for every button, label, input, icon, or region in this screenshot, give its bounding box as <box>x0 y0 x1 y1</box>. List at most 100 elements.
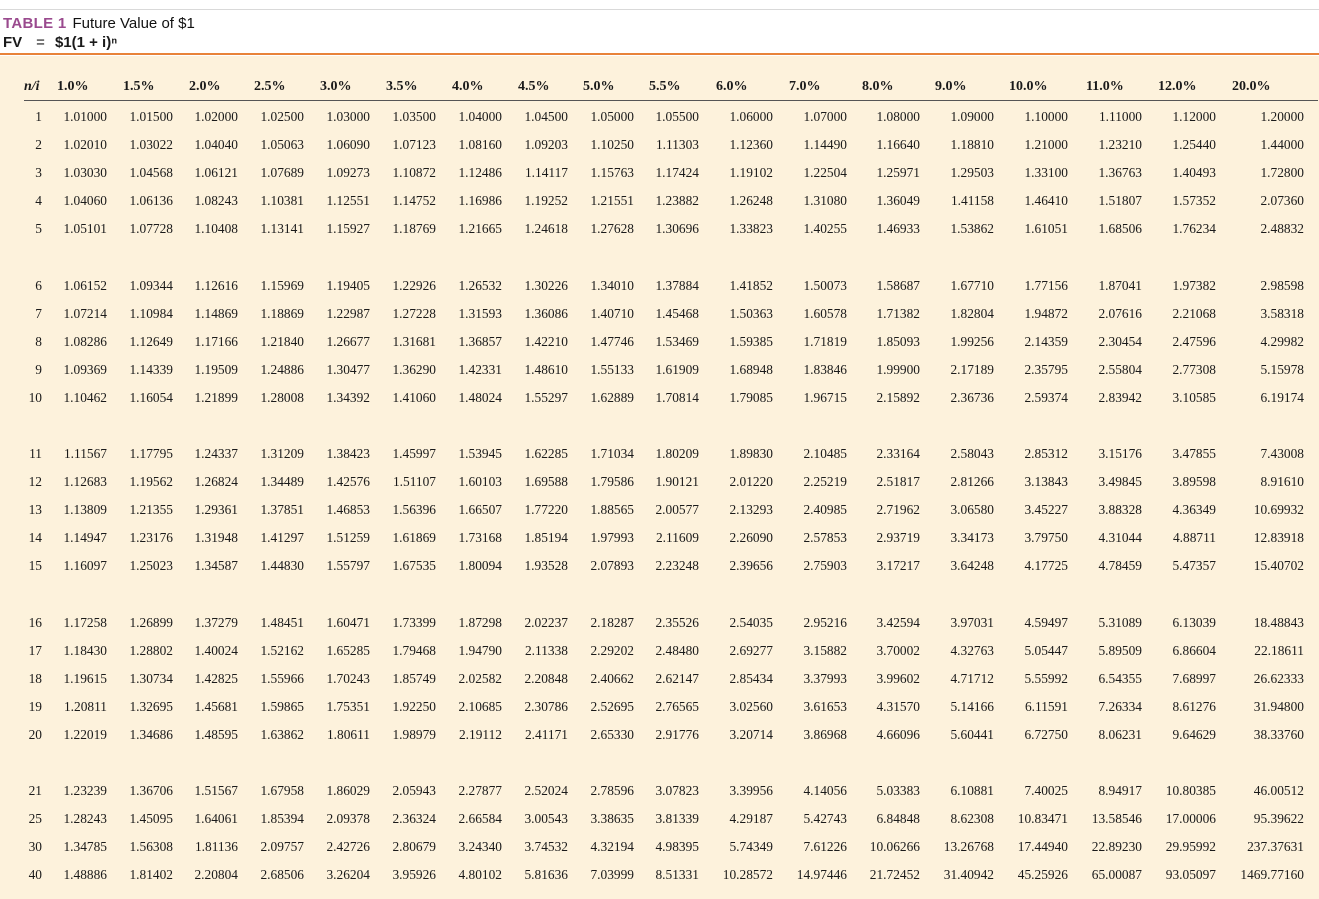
fv-cell: 31.94800 <box>1253 698 1304 714</box>
fv-cell: 46.00512 <box>1253 783 1304 798</box>
fv-cell: 1.09203 <box>524 137 568 153</box>
fv-cell: 1.67535 <box>392 558 436 574</box>
fv-cell: 1.34489 <box>260 474 304 490</box>
fv-cell: 1.58687 <box>876 277 920 293</box>
fv-cell: 1.51107 <box>392 474 436 490</box>
fv-cell: 2.00577 <box>655 502 699 518</box>
fv-cell: 5.60441 <box>950 726 994 742</box>
fv-cell: 2.21068 <box>1172 305 1216 321</box>
fv-cell: 1.65285 <box>326 642 370 658</box>
column-header-rate: 20.0% <box>1232 79 1271 94</box>
table-header: TABLE 1 Future Value of $1 FV = $1(1 + i)ⁿ <box>0 13 1319 53</box>
fv-cell: 1.17166 <box>194 333 238 349</box>
fv-cell: 1.40024 <box>194 642 238 658</box>
fv-cell: 2.18287 <box>590 614 634 630</box>
fv-cell: 2.07893 <box>590 558 634 574</box>
fv-cell: 3.38635 <box>590 811 634 827</box>
fv-cell: 5.05447 <box>1024 642 1068 658</box>
fv-cell: 1.04060 <box>63 193 107 209</box>
fv-cell: 1.41060 <box>392 389 436 405</box>
fv-cell: 1.19102 <box>729 165 773 181</box>
fv-cell: 1.66507 <box>458 502 502 518</box>
fv-cell: 2.39656 <box>729 558 773 574</box>
fv-cell: 1.48024 <box>458 389 502 405</box>
fv-cell: 1.50073 <box>803 277 847 293</box>
fv-cell: 1.03500 <box>392 109 436 124</box>
fv-cell: 237.37631 <box>1247 839 1304 855</box>
fv-cell: 1.41297 <box>260 530 304 546</box>
fv-cell: 1.06121 <box>194 165 238 181</box>
fv-cell: 6.11591 <box>1024 698 1068 714</box>
fv-cell: 1.20811 <box>63 698 107 714</box>
fv-cell: 14.97446 <box>796 867 847 883</box>
fv-cell: 7.61226 <box>803 839 847 855</box>
fv-cell: 6.10881 <box>950 783 994 798</box>
fv-cell: 1.55966 <box>260 670 304 686</box>
fv-cell: 1.10381 <box>260 193 304 209</box>
fv-cell: 1.48451 <box>260 614 304 630</box>
fv-cell: 3.20714 <box>729 726 773 742</box>
fv-cell: 2.95216 <box>803 614 847 630</box>
period-cell: 18 <box>28 670 42 686</box>
fv-cell: 4.78459 <box>1098 558 1142 574</box>
fv-cell: 1.71034 <box>590 446 634 461</box>
column-header-rate: 2.0% <box>189 79 221 94</box>
fv-cell: 3.95926 <box>392 867 436 883</box>
fv-cell: 1.08286 <box>63 333 107 349</box>
fv-cell: 1.56396 <box>392 502 436 518</box>
fv-cell: 3.47855 <box>1172 446 1216 461</box>
period-cell: 1 <box>35 109 42 124</box>
column-header-rate: 12.0% <box>1158 79 1197 94</box>
period-cell: 17 <box>28 642 42 658</box>
fv-cell: 1.16097 <box>63 558 107 574</box>
fv-cell: 1.85093 <box>876 333 920 349</box>
fv-cell: 3.70002 <box>876 642 920 658</box>
fv-cell: 1.46933 <box>876 221 920 237</box>
fv-cell: 1.08000 <box>876 109 920 124</box>
column-header-rate: 11.0% <box>1086 79 1124 94</box>
fv-cell: 1.19405 <box>326 277 370 293</box>
fv-cell: 1.40255 <box>803 221 847 237</box>
formula-equals: = <box>36 34 45 51</box>
fv-cell: 1.34587 <box>194 558 238 574</box>
fv-cell: 1.13141 <box>260 221 304 237</box>
fv-cell: 1.51567 <box>194 783 238 798</box>
fv-cell: 1.79085 <box>729 389 773 405</box>
fv-cell: 1.15763 <box>590 165 634 181</box>
period-cell: 10 <box>28 389 42 405</box>
column-header-rate: 4.0% <box>452 79 484 94</box>
period-cell: 4 <box>35 193 42 209</box>
fv-cell: 2.15892 <box>876 389 920 405</box>
fv-cell: 2.11609 <box>655 530 699 546</box>
fv-cell: 1.77156 <box>1024 277 1068 293</box>
fv-cell: 1.42331 <box>458 361 502 377</box>
fv-cell: 10.69932 <box>1253 502 1304 518</box>
fv-cell: 1.36049 <box>876 193 920 209</box>
fv-cell: 1.15927 <box>326 221 370 237</box>
fv-cell: 1.25023 <box>129 558 173 574</box>
fv-cell: 2.40662 <box>590 670 634 686</box>
table-title-text: Future Value of $1 <box>72 15 195 32</box>
fv-cell: 1.73399 <box>392 614 436 630</box>
fv-cell: 1.12360 <box>729 137 773 153</box>
fv-cell: 1.57352 <box>1172 193 1216 209</box>
fv-cell: 1.92250 <box>392 698 436 714</box>
fv-cell: 1.67710 <box>950 277 994 293</box>
column-header-rate: 8.0% <box>862 79 894 94</box>
fv-cell: 2.23248 <box>655 558 699 574</box>
fv-cell: 1.99256 <box>950 333 994 349</box>
fv-cell: 1.46410 <box>1024 193 1068 209</box>
fv-cell: 1.93528 <box>524 558 568 574</box>
fv-cell: 1.70243 <box>326 670 370 686</box>
fv-cell: 1.94790 <box>458 642 502 658</box>
fv-cell: 95.39622 <box>1253 811 1304 827</box>
fv-cell: 1.31593 <box>458 305 502 321</box>
fv-cell: 1.14490 <box>803 137 847 153</box>
fv-cell: 1.11000 <box>1098 109 1142 124</box>
fv-cell: 1.27228 <box>392 305 436 321</box>
fv-cell: 1.45681 <box>194 698 238 714</box>
fv-cell: 2.10485 <box>803 446 847 461</box>
fv-cell: 21.72452 <box>869 867 920 883</box>
fv-cell: 7.40025 <box>1024 783 1068 798</box>
fv-cell: 1469.77160 <box>1240 867 1304 883</box>
